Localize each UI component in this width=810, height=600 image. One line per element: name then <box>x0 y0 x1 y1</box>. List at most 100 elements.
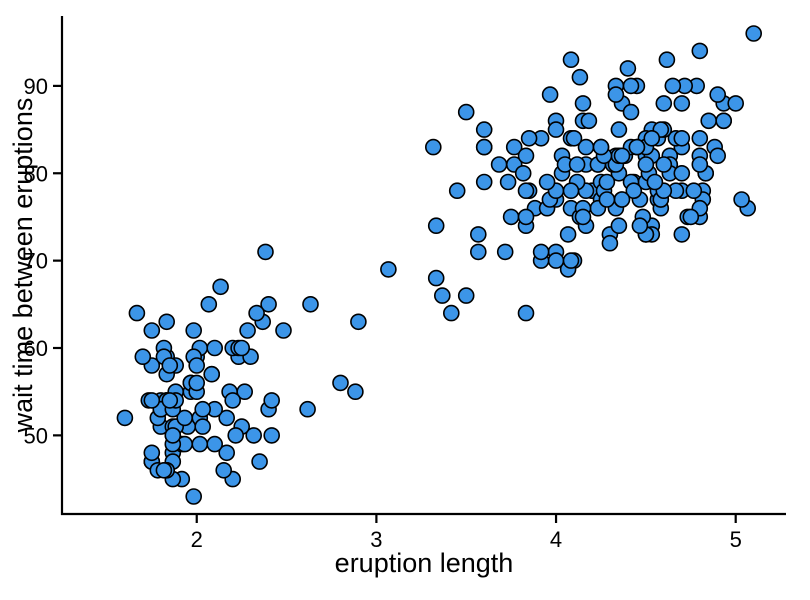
x-tick-label: 2 <box>191 527 203 552</box>
data-point <box>514 165 532 182</box>
data-point <box>206 339 223 357</box>
data-point <box>442 304 460 322</box>
data-point <box>239 322 256 339</box>
data-point <box>622 77 640 95</box>
data-point <box>673 165 691 182</box>
data-point <box>251 453 268 470</box>
data-point <box>224 392 241 409</box>
data-point <box>257 243 274 261</box>
data-point <box>176 409 193 427</box>
data-point <box>625 182 643 199</box>
data-point <box>161 357 179 374</box>
data-point <box>574 95 592 112</box>
data-point <box>215 461 232 479</box>
data-point <box>727 95 745 112</box>
data-point <box>517 182 535 199</box>
data-point <box>733 191 750 208</box>
data-point <box>673 95 691 112</box>
data-point <box>643 130 661 147</box>
data-point <box>691 156 709 173</box>
data-point <box>517 208 535 226</box>
data-point <box>691 42 709 60</box>
data-point <box>664 77 682 95</box>
data-point <box>631 217 649 234</box>
data-point <box>532 243 550 261</box>
data-point <box>601 234 619 252</box>
data-point <box>505 138 523 156</box>
data-point <box>245 427 262 444</box>
data-point <box>646 173 664 191</box>
data-point <box>433 287 451 304</box>
data-point <box>517 147 535 165</box>
data-point <box>194 400 211 418</box>
data-point <box>427 217 445 234</box>
data-point <box>203 365 220 383</box>
data-point <box>260 295 277 313</box>
x-tick-label: 3 <box>370 527 382 552</box>
data-point <box>517 304 535 322</box>
data-point <box>164 427 182 444</box>
data-point <box>427 269 445 287</box>
data-point <box>607 86 625 103</box>
data-point <box>347 383 364 401</box>
data-point <box>565 130 583 147</box>
data-point <box>562 252 580 269</box>
data-point <box>143 392 161 409</box>
data-point <box>691 130 709 147</box>
data-point <box>469 226 487 243</box>
data-point <box>562 51 580 69</box>
data-point <box>134 348 152 366</box>
data-point <box>191 435 209 453</box>
data-point <box>128 304 146 322</box>
data-point <box>350 313 367 331</box>
data-point <box>448 182 466 199</box>
data-point <box>143 444 161 462</box>
data-point <box>302 295 319 313</box>
data-point <box>547 252 565 269</box>
data-point <box>598 173 616 191</box>
data-point <box>613 147 631 165</box>
data-point <box>158 313 175 331</box>
data-point <box>574 208 592 226</box>
data-point <box>568 156 586 173</box>
data-point <box>520 130 538 147</box>
data-point <box>571 68 589 86</box>
data-point <box>580 112 598 130</box>
data-point <box>610 121 628 138</box>
data-point <box>655 156 673 173</box>
data-point <box>188 357 205 374</box>
data-point <box>715 112 733 130</box>
data-point <box>212 278 229 296</box>
data-point <box>685 182 703 199</box>
data-point <box>547 121 565 138</box>
data-point <box>218 409 235 427</box>
data-point <box>299 400 316 418</box>
data-point <box>188 374 205 392</box>
data-point <box>655 95 673 112</box>
data-point <box>469 243 487 261</box>
y-tick-label: 70 <box>24 249 48 274</box>
data-point <box>457 103 475 121</box>
data-point <box>598 191 616 208</box>
y-axis-label: wait time between eruptions <box>8 98 38 434</box>
data-point <box>562 182 580 199</box>
data-point <box>185 488 202 505</box>
data-point <box>622 103 640 121</box>
x-tick-label: 4 <box>550 527 562 552</box>
data-point <box>155 461 173 479</box>
data-point <box>559 226 577 243</box>
data-point <box>502 208 520 226</box>
data-point <box>496 243 514 261</box>
data-point <box>499 173 517 191</box>
data-point <box>457 287 475 304</box>
y-tick-label: 50 <box>24 423 48 448</box>
x-tick-label: 5 <box>730 527 742 552</box>
x-axis-label: eruption length <box>335 548 514 578</box>
plot-area: 2 3 4 5 50 60 70 80 90 <box>24 16 786 552</box>
data-point <box>490 156 508 173</box>
data-point <box>538 173 556 191</box>
data-point <box>233 339 250 357</box>
data-point <box>194 418 211 435</box>
data-point <box>682 208 700 226</box>
